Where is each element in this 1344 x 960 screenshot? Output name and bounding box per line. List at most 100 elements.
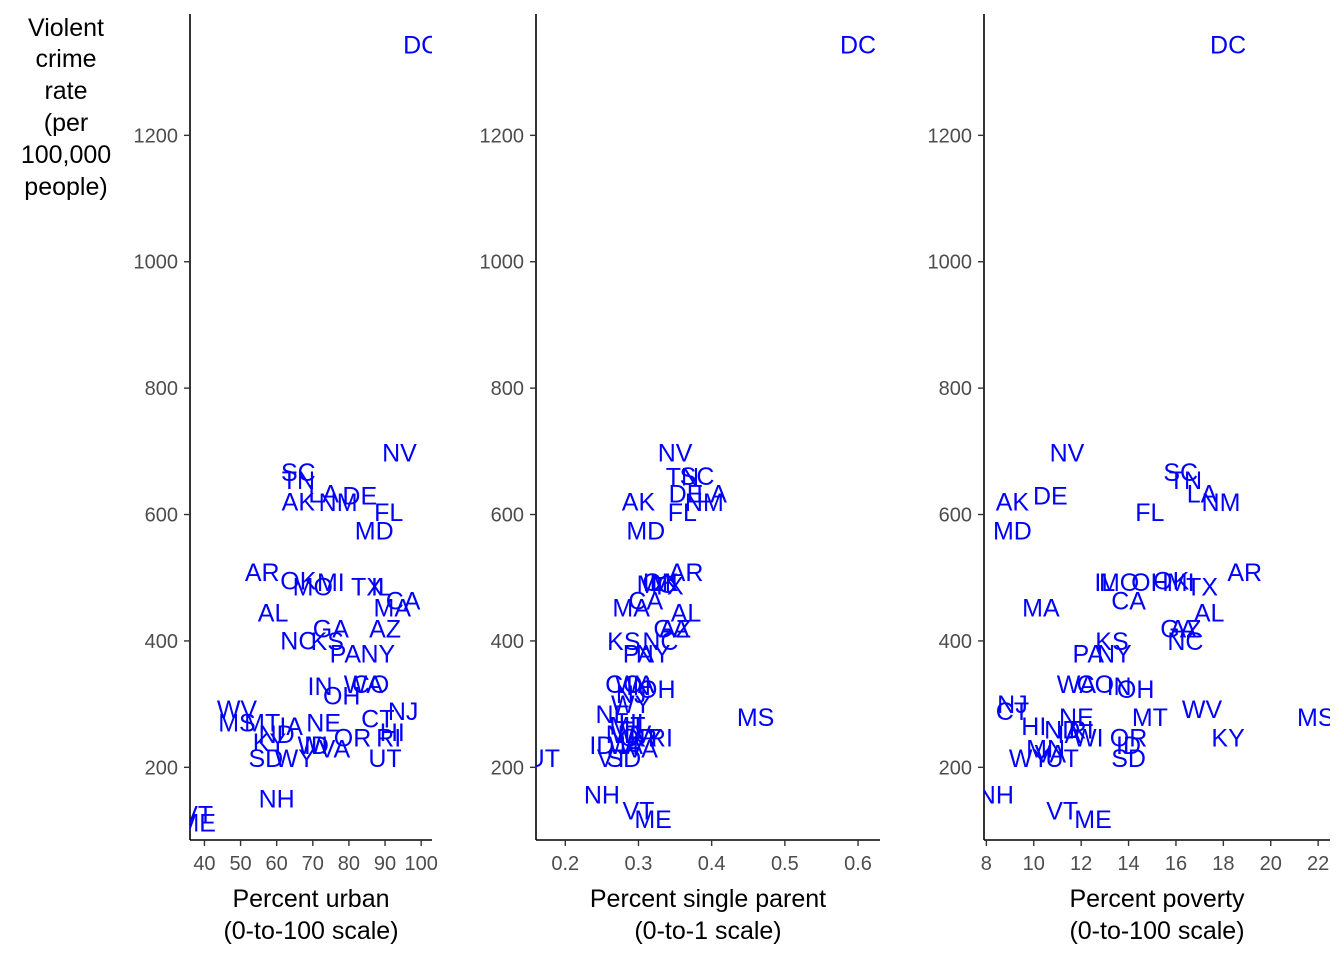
y-tick-label: 1200 — [134, 125, 179, 147]
point-label: OH — [1131, 569, 1169, 597]
x-tick-label: 14 — [1117, 853, 1139, 875]
y-tick-label: 1200 — [928, 125, 973, 147]
point-label: PA — [623, 641, 655, 669]
point-label: AK — [996, 488, 1030, 516]
point-label: TN — [282, 467, 315, 495]
point-label: KY — [253, 729, 287, 757]
point-label: WI — [298, 732, 329, 760]
point-label: CA — [386, 587, 421, 615]
y-tick-label: 1000 — [134, 252, 179, 274]
point-label: MD — [626, 517, 665, 545]
point-label: AK — [622, 488, 656, 516]
point-label: KY — [629, 725, 663, 753]
point-label: WY — [611, 691, 652, 719]
point-label: MA — [1022, 594, 1060, 622]
point-label: MI — [317, 569, 345, 597]
point-label: AR — [1227, 559, 1262, 587]
y-tick-label: 200 — [939, 757, 972, 779]
point-label: MD — [993, 517, 1032, 545]
y-tick-label: 200 — [491, 757, 524, 779]
x-axis-title: (0-to-100 scale) — [223, 917, 398, 945]
panel-poverty: 200 400 600 800 1000 1200 8 10 12 14 16 18 20 22 Perce… — [928, 14, 1335, 945]
x-tick-label: 0.5 — [771, 853, 799, 875]
point-label: AR — [245, 559, 280, 587]
point-label: VT — [1046, 797, 1078, 825]
point-label: IL — [371, 574, 392, 602]
x-tick-label: 50 — [229, 853, 251, 875]
point-label: ND — [1044, 716, 1080, 744]
point-label: NH — [259, 785, 295, 813]
point-label: MT — [1132, 704, 1168, 732]
y-title-line: 100,000 — [21, 141, 111, 169]
point-label: IA — [619, 732, 643, 760]
y-tick-label: 1000 — [928, 252, 973, 274]
point-label: NM — [319, 489, 358, 517]
point-label: DC — [840, 31, 876, 59]
point-label: NE — [306, 709, 341, 737]
point-label: FL — [374, 499, 403, 527]
x-tick-label: 0.3 — [625, 853, 653, 875]
y-tick-label: 400 — [939, 631, 972, 653]
x-axis-title: (0-to-100 scale) — [1069, 917, 1244, 945]
point-label: NC — [642, 628, 678, 656]
x-axis-title: Percent poverty — [1069, 885, 1245, 913]
point-label: NY — [360, 641, 395, 669]
point-label: AK — [282, 488, 316, 516]
point-label: MS — [737, 704, 775, 732]
y-tick-label: 400 — [491, 631, 524, 653]
y-tick-label: 1000 — [480, 252, 525, 274]
point-label: ME — [178, 809, 216, 837]
x-tick-label: 100 — [404, 853, 437, 875]
point-label: WI — [1073, 725, 1104, 753]
point-label: UT — [368, 745, 401, 773]
point-label: VA — [626, 735, 658, 763]
point-label: VT — [622, 797, 654, 825]
point-label: DE — [342, 483, 377, 511]
x-tick-label: 8 — [981, 853, 992, 875]
point-label: HI — [619, 709, 644, 737]
point-label: MS — [1297, 704, 1335, 732]
point-label: GA — [653, 615, 689, 643]
point-label: MI — [650, 569, 678, 597]
point-label: NM — [685, 489, 724, 517]
point-label: TN — [666, 464, 699, 492]
x-tick-label: 10 — [1023, 853, 1045, 875]
point-label: OK — [642, 569, 678, 597]
point-label: LA — [308, 481, 339, 509]
point-label: NV — [658, 440, 693, 468]
point-label: RI — [648, 725, 673, 753]
point-label: NC — [280, 627, 316, 655]
point-label: IN — [626, 673, 651, 701]
point-label: NE — [1059, 704, 1094, 732]
point-label: TX — [652, 572, 684, 600]
x-tick-label: 60 — [266, 853, 288, 875]
point-label: LA — [1187, 481, 1218, 509]
y-tick-label: 1200 — [480, 125, 525, 147]
point-label: SC — [281, 459, 316, 487]
x-tick-label: 70 — [302, 853, 324, 875]
point-label: DE — [669, 481, 704, 509]
point-label: VA — [319, 735, 351, 763]
x-tick-label: 12 — [1070, 853, 1092, 875]
point-label: ID — [1116, 732, 1141, 760]
x-tick-label: 22 — [1307, 853, 1329, 875]
point-label: MO — [1099, 569, 1139, 597]
point-label: NJ — [997, 691, 1028, 719]
point-label: MS — [218, 709, 256, 737]
point-label: UT — [527, 745, 560, 773]
x-tick-label: 40 — [193, 853, 215, 875]
point-label: CA — [628, 587, 663, 615]
y-title-line: rate — [44, 77, 87, 105]
point-label: FL — [1135, 499, 1164, 527]
y-tick-label: 600 — [145, 505, 178, 527]
point-label: SD — [1111, 745, 1146, 773]
y-tick-label: 800 — [145, 378, 178, 400]
point-label: OR — [334, 725, 372, 753]
point-label: CO — [1077, 671, 1115, 699]
point-label: HI — [380, 719, 405, 747]
point-label: TX — [351, 574, 383, 602]
y-tick-label: 800 — [939, 378, 972, 400]
